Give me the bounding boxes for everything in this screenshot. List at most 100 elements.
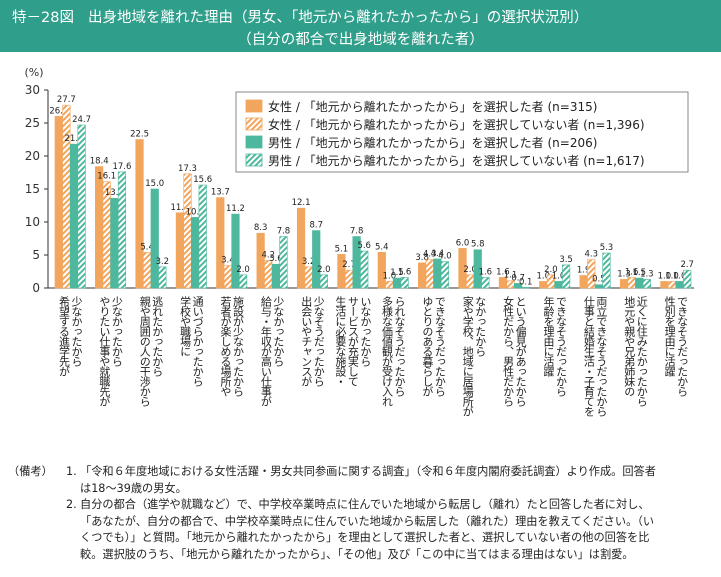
category-label: 少なかったから <box>110 296 123 367</box>
legend-label: 男性 / 「地元から離れたかったから」を選択した者 (n=206) <box>268 136 597 150</box>
bar-value-label: 0.5 <box>592 275 606 285</box>
bar <box>458 248 467 289</box>
bar-chart: 051015202530(%)26.027.721.824.7少なかったから希望… <box>24 66 694 417</box>
category-label: 通いづらかったから <box>191 296 204 387</box>
bar <box>62 104 71 289</box>
bar-value-label: 1.6 <box>496 267 510 277</box>
bar-value-label: 5.1 <box>335 244 349 254</box>
category-label: サービスが充実して <box>346 296 359 386</box>
bar-value-label: 1.0 <box>658 271 672 281</box>
category-label: 給与・年収が高い仕事が <box>259 295 272 407</box>
bar-value-label: 18.4 <box>90 157 109 167</box>
bar-value-label: 1.1 <box>504 271 518 281</box>
bar-value-label: 2.0 <box>236 265 250 275</box>
bar-value-label: 7.8 <box>350 227 364 237</box>
bar-value-label: 13.6 <box>105 188 124 198</box>
bar <box>642 279 651 289</box>
bar-value-label: 5.6 <box>357 241 371 251</box>
category-label: 近くに住みたかったから <box>635 296 648 407</box>
bar-value-label: 3.6 <box>269 254 283 264</box>
bar-value-label: 22.5 <box>130 130 149 140</box>
note-line: 「あなたが、自分の都合で、中学校卒業時点に住んでいた地域から転居した（離れた）理… <box>80 514 655 528</box>
category-label: なかったから <box>474 296 487 357</box>
bar-value-label: 5.4 <box>375 242 389 252</box>
bar-value-label: 0.1 <box>519 277 533 287</box>
bar-value-label: 5.4 <box>140 242 154 252</box>
category-label: 少なそうだったから <box>312 296 325 387</box>
note-1: （備考） 1. 「令和６年度地域における女性活躍・男女共同参画に関する調査」（令… <box>8 464 714 497</box>
category-label: 少なかったから <box>272 296 285 367</box>
category-label: られなそうだったから <box>393 296 406 397</box>
bar <box>594 284 603 289</box>
bar-value-label: 2.0 <box>463 265 477 275</box>
category-label: できなそうだったから <box>433 296 446 397</box>
bar <box>256 232 265 289</box>
bar <box>271 263 280 289</box>
bar <box>660 281 669 289</box>
bar <box>425 259 434 289</box>
category-label: という偏見があったから <box>514 296 527 407</box>
bar <box>392 277 402 289</box>
category-label: 女性だから、男性だから <box>502 295 515 407</box>
notes: （備考） 1. 「令和６年度地域における女性活躍・男女共同参画に関する調査」（令… <box>8 464 714 563</box>
category-label: 逃れたかったから <box>151 296 164 377</box>
y-tick-label: 10 <box>25 215 40 229</box>
legend-label: 女性 / 「地元から離れたかったから」を選択した者 (n=315) <box>268 99 597 114</box>
note-text: 「令和６年度地域における女性活躍・男女共同参画に関する調査」（令和６年度内閣府委… <box>80 464 714 497</box>
bar <box>319 274 328 289</box>
bar-value-label: 1.0 <box>552 271 566 281</box>
category-label: 施設が少なかったから <box>231 296 244 397</box>
bar <box>683 269 692 289</box>
legend-label: 男性 / 「地元から離れたかったから」を選択していない者 (n=1,617) <box>268 154 645 168</box>
bar <box>554 281 563 289</box>
bar-value-label: 21.8 <box>65 134 84 144</box>
bar-value-label: 3.2 <box>302 257 316 267</box>
bar <box>95 166 104 289</box>
bar <box>279 236 288 289</box>
category-label: 家や学校、地域に居場所が <box>461 295 474 417</box>
bar-value-label: 1.0 <box>537 271 551 281</box>
category-label: いなかったから <box>359 296 372 367</box>
bar <box>198 184 207 289</box>
bar <box>418 262 427 289</box>
bar <box>143 252 152 289</box>
y-tick-label: 0 <box>32 281 40 295</box>
legend-box <box>235 91 689 173</box>
y-tick-label: 20 <box>25 149 40 163</box>
note-line: 「令和６年度地域における女性活躍・男女共同参画に関する調査」（令和６年度内閣府委… <box>80 465 656 478</box>
bar <box>627 277 636 289</box>
bar-value-label: 1.9 <box>577 265 591 275</box>
bar-value-label: 24.7 <box>72 115 91 125</box>
bar <box>135 139 144 289</box>
bar-value-label: 2.0 <box>317 265 331 275</box>
figure-header: 特－28図 出身地域を離れた理由（男女、「地元から離れたかったから」の選択状況別）… <box>0 0 721 52</box>
bar-value-label: 1.3 <box>640 269 654 279</box>
bar <box>466 274 475 289</box>
bar-value-label: 1.6 <box>398 267 412 277</box>
bar-value-label: 2.0 <box>544 265 558 275</box>
bar-value-label: 1.0 <box>673 271 687 281</box>
bar-value-label: 1.6 <box>625 267 639 277</box>
note-line: 自分の都合（進学や就職など）で、中学校卒業時点に住んでいた地域から転居し（離れ）… <box>80 498 650 511</box>
bar <box>344 269 354 289</box>
bar <box>377 252 386 289</box>
bar-value-label: 3.5 <box>559 255 573 265</box>
category-label: 出会いやチャンスが <box>300 295 313 387</box>
bar <box>635 277 644 289</box>
category-label: やりたい仕事や就職先が <box>98 296 111 407</box>
bar <box>360 250 369 289</box>
bar-value-label: 1.0 <box>665 271 679 281</box>
bar-value-label: 8.3 <box>254 223 268 233</box>
category-label: 多様な価値観が受け入れ <box>380 295 393 407</box>
note-line: 較。選択肢のうち、「地元から離れたかったから」、「その他」及び「この中に当てはま… <box>80 547 634 561</box>
bar-value-label: 1.3 <box>617 269 631 279</box>
category-label: 親や周囲の人の干渉から <box>138 296 151 407</box>
bar <box>400 277 409 289</box>
bar-value-label: 5.8 <box>471 240 485 250</box>
category-label: 若者が楽しめる場所や <box>219 296 232 397</box>
category-label: 両立できなそうだったから <box>595 296 608 417</box>
bar-value-label: 3.4 <box>221 256 235 266</box>
bar <box>175 212 185 289</box>
note-2: 2. 自分の都合（進学や就職など）で、中学校卒業時点に住んでいた地域から転居し（… <box>8 497 714 563</box>
bar-value-label: 4.3 <box>584 250 598 260</box>
